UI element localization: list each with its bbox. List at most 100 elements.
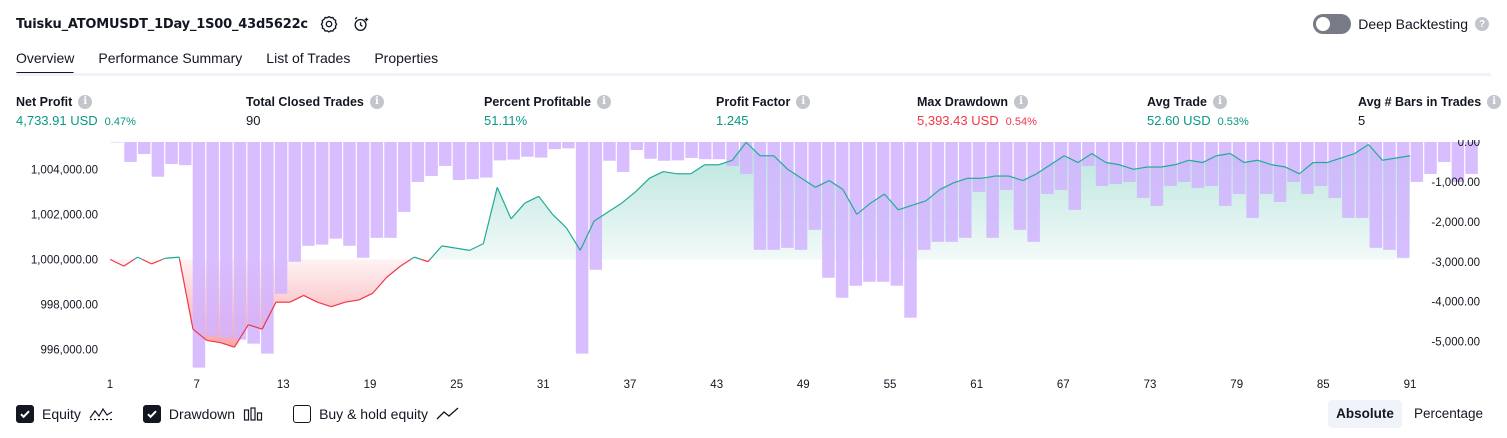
equity-line-segment	[801, 177, 816, 188]
equity-line-segment	[345, 299, 360, 303]
equity-line-segment	[1133, 166, 1148, 170]
deep-backtesting-toggle[interactable]	[1313, 14, 1352, 34]
equity-line-segment	[1077, 153, 1093, 164]
tab-overview[interactable]: Overview	[16, 44, 75, 75]
legend-equity[interactable]: Equity	[16, 405, 113, 423]
equity-line-segment	[524, 195, 539, 204]
drawdown-bar	[507, 142, 520, 160]
drawdown-bar	[1082, 142, 1095, 166]
equity-line-segment	[856, 202, 872, 215]
equity-line-segment	[386, 265, 401, 278]
equity-line-segment	[635, 177, 650, 193]
drawdown-bar	[562, 142, 575, 149]
equity-line-segment	[1354, 144, 1369, 155]
drawdown-checkbox[interactable]	[142, 405, 161, 423]
drawdown-bar	[1437, 142, 1451, 162]
drawdown-bar	[726, 142, 739, 166]
strategy-title: Tuisku_ATOMUSDT_1Day_1S00_43d5622c	[16, 16, 308, 32]
equity-drawdown-chart[interactable]: 1,004,000.00 1,002,000.00 1,000,000.00 998,…	[0, 140, 1507, 398]
equity-line-segment	[1063, 155, 1079, 164]
equity-line-segment	[718, 159, 733, 166]
buy-hold-label: Buy & hold equity	[319, 406, 429, 422]
equity-line-segment	[842, 189, 858, 215]
absolute-button[interactable]: Absolute	[1328, 400, 1402, 428]
equity-line-segment	[133, 256, 138, 260]
drawdown-bar	[986, 142, 999, 238]
drawdown-bar	[466, 142, 479, 180]
help-icon[interactable]: ?	[1475, 17, 1489, 31]
equity-line-segment	[745, 141, 761, 157]
equity-line-segment	[233, 324, 249, 348]
drawdown-bar	[315, 142, 329, 245]
tab-performance-summary[interactable]: Performance Summary	[98, 50, 243, 66]
equity-line-segment	[1382, 157, 1397, 161]
equity-line-segment	[1105, 161, 1120, 166]
legend-buy-hold[interactable]: Buy & hold equity	[293, 405, 460, 423]
info-icon[interactable]: i	[78, 94, 93, 109]
x-tick-label: 79	[1230, 379, 1243, 391]
drawdown-bar	[904, 142, 917, 318]
equity-line-segment	[565, 227, 581, 251]
equity-line-segment	[455, 247, 470, 251]
info-icon[interactable]: i	[369, 94, 384, 109]
info-icon[interactable]: i	[796, 94, 811, 109]
drawdown-bar	[1136, 142, 1150, 198]
drawdown-bar	[794, 142, 808, 250]
equity-line-segment	[1229, 153, 1245, 164]
metric-max-drawdown: Max Drawdown i 5,393.43 USD 0.54%	[917, 93, 1037, 129]
equity-checkbox[interactable]	[16, 405, 34, 423]
equity-line-segment	[1202, 155, 1217, 164]
drawdown-bar	[343, 142, 356, 246]
equity-line-segment	[261, 301, 277, 330]
drawdown-bar	[849, 142, 863, 286]
equity-line-segment	[400, 258, 412, 267]
drawdown-bar	[1054, 142, 1068, 190]
drawdown-bar	[808, 142, 821, 230]
drawdown-bar	[534, 142, 548, 158]
drawdown-bar	[1410, 142, 1424, 182]
equity-line-segment	[496, 187, 512, 220]
metric-label: Avg Trade	[1147, 94, 1207, 109]
equity-line-segment	[162, 257, 166, 260]
drawdown-bar	[1396, 142, 1410, 258]
drawdown-bar	[151, 142, 165, 177]
info-icon[interactable]: i	[1212, 94, 1227, 109]
drawdown-bar	[863, 142, 876, 282]
drawdown-bar	[1013, 142, 1027, 230]
drawdown-bar	[192, 142, 206, 368]
info-icon[interactable]: i	[1487, 94, 1502, 109]
percentage-button[interactable]: Percentage	[1413, 406, 1483, 421]
tab-list-of-trades[interactable]: List of Trades	[266, 50, 351, 66]
buy-hold-checkbox[interactable]	[293, 405, 312, 423]
info-icon[interactable]: i	[1014, 94, 1028, 109]
drawdown-bar	[1342, 142, 1355, 218]
drawdown-bar	[384, 142, 397, 238]
deep-backtesting-label: Deep Backtesting	[1358, 16, 1468, 32]
info-icon[interactable]: i	[596, 94, 611, 109]
drawdown-bar	[876, 142, 890, 282]
drawdown-bar	[945, 142, 958, 242]
y-left-tick-label: 996,000.00	[40, 345, 98, 357]
drawdown-bar	[1424, 142, 1437, 174]
drawdown-bar	[603, 142, 616, 161]
legend-drawdown[interactable]: Drawdown	[142, 405, 263, 423]
metric-label: Profit Factor	[716, 94, 791, 109]
tab-properties[interactable]: Properties	[374, 50, 439, 66]
drawdown-bar	[1068, 142, 1081, 210]
equity-line-segment	[151, 258, 163, 265]
equity-line-segment	[1022, 173, 1037, 182]
equity-line-segment	[331, 301, 346, 308]
drawdown-bar	[1109, 142, 1123, 184]
metric-total-closed-trades: Total Closed Trades i 90	[246, 93, 384, 129]
equity-line-segment	[1396, 155, 1411, 159]
equity-line-segment	[220, 342, 235, 348]
equity-line-segment	[420, 258, 429, 263]
drawdown-bar	[1328, 142, 1341, 198]
drawdown-bar	[1273, 142, 1287, 202]
settings-icon[interactable]	[318, 13, 340, 35]
add-alert-icon[interactable]	[350, 13, 372, 35]
drawdown-bar	[1027, 142, 1040, 242]
x-tick-label: 7	[193, 379, 199, 391]
equity-line-segment	[469, 243, 484, 251]
drawdown-bar	[302, 142, 315, 246]
